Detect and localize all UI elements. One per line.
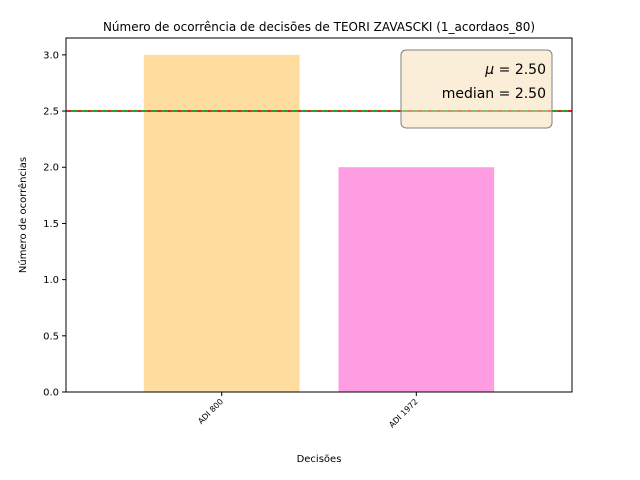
stats-box: μ = 2.50 median = 2.50 [400, 49, 553, 129]
y-tick-label: 0.5 [43, 331, 59, 342]
x-axis-label: Decisões [297, 454, 342, 465]
y-tick-label: 1.5 [43, 219, 59, 230]
y-axis-label: Número de ocorrências [17, 157, 29, 273]
chart-title: Número de ocorrência de decisões de TEOR… [103, 20, 535, 34]
y-tick-label: 2.5 [43, 107, 59, 118]
plot-frame [65, 37, 573, 393]
y-tick-label: 1.0 [43, 275, 59, 286]
mean-stat-value: = 2.50 [494, 62, 546, 78]
bar-adi-800 [143, 54, 300, 392]
mean-stat-label: μ = 2.50 [484, 62, 546, 78]
y-axis-ticks: 0.0 0.5 1.0 1.5 2.0 2.5 3.0 [43, 50, 66, 399]
y-tick-label: 3.0 [43, 50, 59, 61]
stats-box-background [400, 49, 553, 129]
y-tick-label: 0.0 [43, 388, 59, 399]
mean-symbol: μ [484, 62, 494, 78]
y-tick-label: 2.0 [43, 163, 59, 174]
bar-adi-1972 [338, 167, 495, 392]
median-stat-label: median = 2.50 [442, 86, 546, 102]
